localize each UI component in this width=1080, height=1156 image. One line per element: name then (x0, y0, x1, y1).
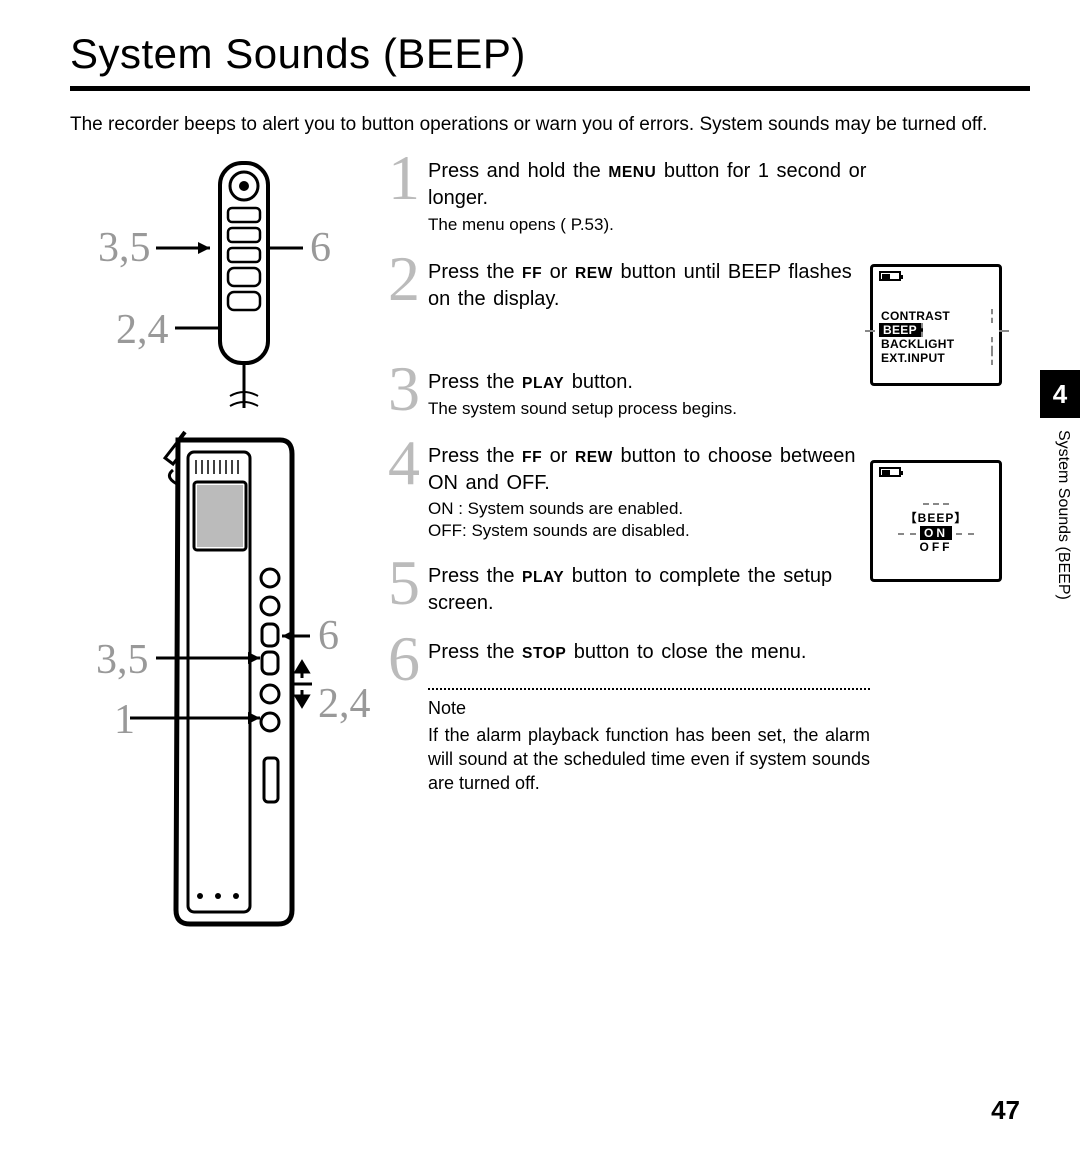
lcd1-item: EXT.INPUT (879, 351, 993, 365)
step-text: Press the FF or REW button until BEEP fl… (428, 259, 870, 313)
lcd-screen-2: 【BEEP】 ONOFF (870, 460, 1002, 582)
lcd2-option: ON (883, 526, 989, 540)
callout-device-right-top: 6 (318, 612, 339, 660)
step-text: Press and hold the MENU button for 1 sec… (428, 158, 870, 212)
play-button-label: PLAY (522, 569, 564, 586)
menu-button-label: MENU (608, 164, 656, 181)
page-number: 47 (991, 1095, 1020, 1126)
step-number: 1 (384, 146, 424, 210)
device-illustration: 3,5 6 2,4 (70, 158, 370, 938)
ff-button-label: FF (522, 449, 542, 466)
step-number: 4 (384, 431, 424, 495)
note-body: If the alarm playback function has been … (428, 723, 870, 796)
option-on: ON : System sounds are enabled. (428, 499, 870, 519)
option-off: OFF: System sounds are disabled. (428, 521, 870, 541)
battery-icon (879, 271, 901, 281)
callout-device-left-top: 3,5 (96, 636, 149, 684)
step-1: 1 Press and hold the MENU button for 1 s… (390, 158, 870, 237)
step-number: 6 (384, 627, 424, 691)
lcd2-header: 【BEEP】 (883, 509, 989, 526)
step-subtext: The system sound setup process begins. (428, 398, 870, 421)
step-text: Press the PLAY button. (428, 369, 870, 396)
ff-button-label: FF (522, 265, 542, 282)
rew-button-label: REW (575, 265, 613, 282)
intro-text: The recorder beeps to alert you to butto… (0, 113, 1080, 138)
stop-button-label: STOP (522, 645, 566, 662)
callout-remote-left: 3,5 (98, 224, 151, 272)
callout-device-left-bottom: 1 (114, 696, 135, 744)
lcd-screen-1: CONTRASTBEEPBACKLIGHTEXT.INPUT (870, 264, 1002, 386)
step-text: Press the PLAY button to complete the se… (428, 563, 870, 617)
callout-device-right-bottom: 2,4 (318, 680, 371, 728)
vertical-section-label: System Sounds (BEEP) (1054, 430, 1072, 600)
step-number: 3 (384, 357, 424, 421)
play-button-label: PLAY (522, 375, 564, 392)
title-rule (70, 86, 1030, 91)
lcd2-option: OFF (883, 540, 989, 554)
step-text: Press the FF or REW button to choose bet… (428, 443, 870, 497)
step-2: 2 Press the FF or REW button until BEEP … (390, 259, 870, 313)
note-label: Note (428, 698, 870, 719)
note-separator (428, 688, 870, 690)
step-4: 4 Press the FF or REW button to choose b… (390, 443, 870, 541)
step-text: Press the STOP button to close the menu. (428, 639, 870, 666)
step-5: 5 Press the PLAY button to complete the … (390, 563, 870, 617)
lcd2-menu: 【BEEP】 ONOFF (883, 509, 989, 554)
chapter-tab: 4 (1040, 370, 1080, 418)
callout-remote-right: 6 (310, 224, 331, 272)
rew-button-label: REW (575, 449, 613, 466)
step-subtext: The menu opens ( P.53). (428, 214, 870, 237)
battery-icon (879, 467, 901, 477)
step-3: 3 Press the PLAY button. The system soun… (390, 369, 870, 421)
lcd1-item: BACKLIGHT (879, 337, 993, 351)
callout-remote-bottom: 2,4 (116, 306, 169, 354)
remote-drawing (70, 158, 370, 428)
step-6: 6 Press the STOP button to close the men… (390, 639, 870, 666)
lcd1-menu: CONTRASTBEEPBACKLIGHTEXT.INPUT (879, 309, 993, 365)
steps-list: 1 Press and hold the MENU button for 1 s… (390, 158, 870, 796)
step-number: 2 (384, 247, 424, 311)
step-number: 5 (384, 551, 424, 615)
lcd1-item: CONTRAST (879, 309, 993, 323)
main-content: 3,5 6 2,4 (0, 158, 1080, 796)
page-title: System Sounds (BEEP) (0, 0, 1080, 86)
